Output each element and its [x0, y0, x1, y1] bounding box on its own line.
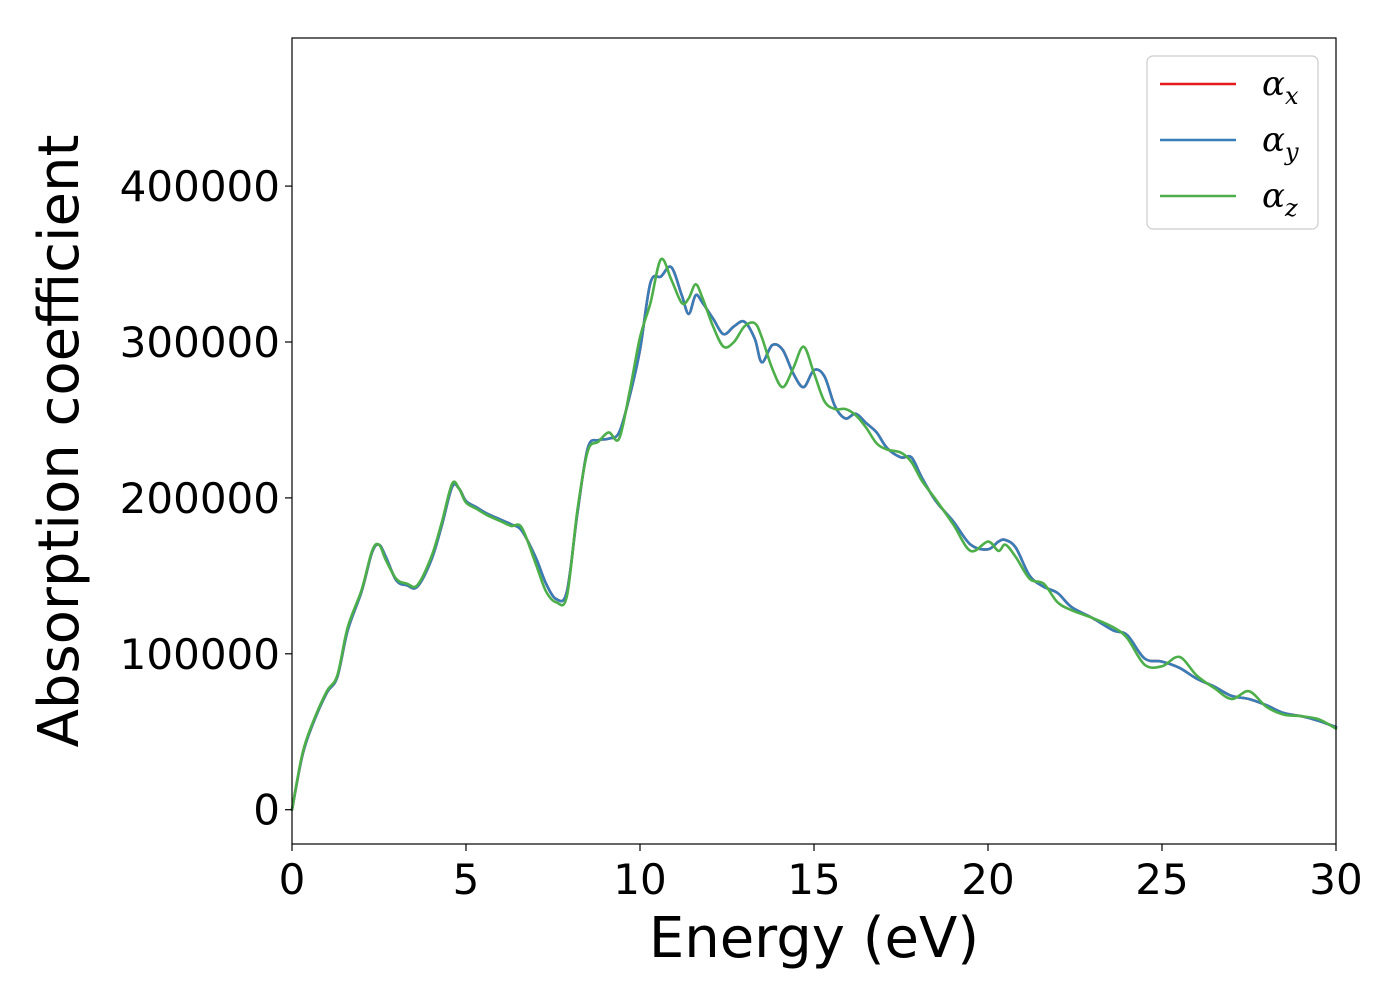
x-tick-label: 5 [453, 855, 480, 904]
x-tick-label: 25 [1135, 855, 1188, 904]
y-tick-label: 0 [253, 786, 280, 835]
legend-label-z: αz [1262, 176, 1298, 222]
y-tick-label: 200000 [120, 474, 280, 523]
y-axis-ticks: 0 100000 200000 300000 400000 [120, 162, 292, 835]
legend: αx αy αz [1146, 55, 1319, 230]
series-layer [290, 257, 1338, 811]
y-tick-label: 400000 [120, 162, 280, 211]
y-tick-label: 100000 [120, 630, 280, 679]
legend-label-y: αy [1262, 120, 1299, 166]
x-tick-label: 20 [961, 855, 1014, 904]
x-tick-label: 0 [279, 855, 306, 904]
legend-label-x: αx [1262, 64, 1299, 110]
legend-box [1146, 55, 1319, 230]
x-axis-ticks: 0 5 10 15 20 25 30 [279, 844, 1363, 904]
x-tick-label: 30 [1309, 855, 1362, 904]
y-axis-label: Absorption coefficient [27, 135, 92, 748]
x-tick-label: 15 [787, 855, 840, 904]
y-tick-label: 300000 [120, 318, 280, 367]
x-tick-label: 10 [613, 855, 666, 904]
legend-items: αx αy αz [1160, 64, 1299, 222]
x-axis-label: Energy (eV) [649, 906, 979, 971]
series-line-z [290, 257, 1338, 811]
